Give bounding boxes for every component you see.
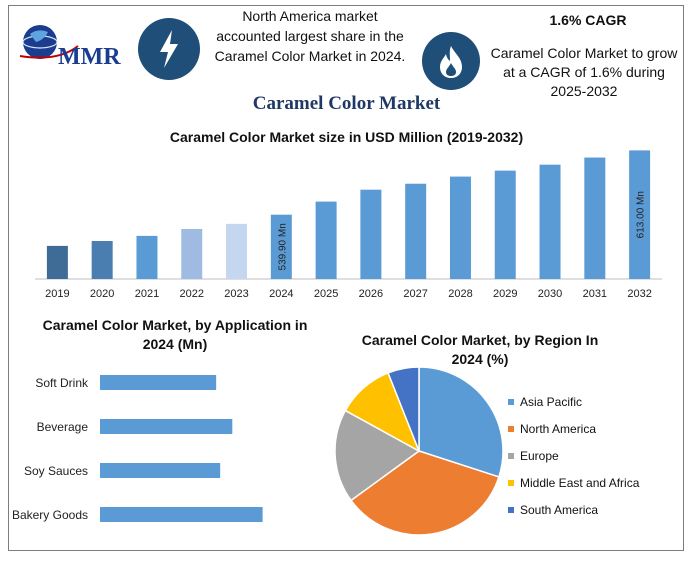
legend-item: Asia Pacific bbox=[508, 388, 639, 415]
legend-swatch bbox=[508, 425, 514, 432]
application-label: Soy Sauces bbox=[24, 464, 88, 478]
year-label-2019: 2019 bbox=[45, 288, 69, 300]
year-label-2026: 2026 bbox=[359, 288, 383, 300]
data-label-2024: 539.90 Mn bbox=[277, 223, 288, 270]
legend-item: Europe bbox=[508, 442, 639, 469]
year-label-2027: 2027 bbox=[403, 288, 427, 300]
cagr-note: Caramel Color Market to grow at a CAGR o… bbox=[490, 45, 678, 99]
application-bar bbox=[100, 463, 221, 478]
bar-2023 bbox=[226, 223, 248, 279]
bar-2029 bbox=[494, 170, 516, 279]
application-label: Bakery Goods bbox=[12, 508, 88, 522]
market-share-note: North America market accounted largest s… bbox=[214, 8, 406, 64]
year-label-2024: 2024 bbox=[269, 288, 293, 300]
application-bar bbox=[100, 419, 233, 434]
infographic-frame bbox=[8, 5, 684, 551]
data-label-2032: 613.00 Mn bbox=[636, 191, 647, 238]
year-label-2021: 2021 bbox=[135, 288, 159, 300]
logo-text: MMR bbox=[58, 44, 121, 70]
page-title: Caramel Color Market bbox=[252, 93, 441, 114]
legend-swatch bbox=[508, 452, 514, 459]
year-label-2031: 2031 bbox=[583, 288, 607, 300]
year-label-2028: 2028 bbox=[448, 288, 472, 300]
legend-label: Middle East and Africa bbox=[520, 475, 640, 490]
legend-label: North America bbox=[520, 421, 597, 436]
bar-2022 bbox=[181, 228, 203, 279]
application-bar bbox=[100, 375, 217, 390]
application-label: Beverage bbox=[37, 420, 89, 434]
flame-icon bbox=[422, 32, 480, 90]
cagr-headline: 1.6% CAGR bbox=[549, 12, 627, 28]
pie-slice-south-america bbox=[387, 366, 420, 452]
bar-2021 bbox=[136, 235, 158, 279]
year-label-2022: 2022 bbox=[180, 288, 204, 300]
application-chart-title: Caramel Color Market, by Application in … bbox=[42, 317, 308, 352]
region-legend: Asia Pacific North America Europe Middle Ea… bbox=[508, 388, 639, 523]
pie-slice-europe bbox=[334, 409, 421, 502]
application-label: Soft Drink bbox=[35, 376, 89, 390]
bar-2024 bbox=[270, 214, 292, 279]
region-chart-title: Caramel Color Market, by Region In 2024 … bbox=[361, 332, 599, 367]
application-bar bbox=[100, 507, 263, 522]
legend-label: Asia Pacific bbox=[520, 394, 583, 409]
bar-2025 bbox=[315, 201, 337, 279]
bar-2019 bbox=[46, 245, 68, 279]
bar-2020 bbox=[91, 241, 113, 279]
legend-label: South America bbox=[520, 502, 599, 517]
year-label-2025: 2025 bbox=[314, 288, 338, 300]
legend-swatch bbox=[508, 506, 514, 513]
mmr-logo: MMR bbox=[18, 18, 133, 80]
year-label-2030: 2030 bbox=[538, 288, 562, 300]
bar-2032 bbox=[629, 150, 651, 279]
year-label-2023: 2023 bbox=[224, 288, 248, 300]
legend-label: Europe bbox=[520, 448, 559, 463]
legend-swatch bbox=[508, 398, 514, 405]
year-label-2029: 2029 bbox=[493, 288, 517, 300]
pie-slice-asia-pacific bbox=[418, 366, 504, 478]
year-label-2020: 2020 bbox=[90, 288, 114, 300]
legend-swatch bbox=[508, 479, 514, 486]
bar-2028 bbox=[449, 176, 471, 279]
market-size-chart-title: Caramel Color Market size in USD Million… bbox=[169, 129, 524, 145]
bar-2031 bbox=[584, 157, 606, 279]
bar-2027 bbox=[405, 183, 427, 279]
lightning-icon bbox=[138, 18, 200, 80]
legend-item: Middle East and Africa bbox=[508, 469, 639, 496]
legend-item: North America bbox=[508, 415, 639, 442]
legend-item: South America bbox=[508, 496, 639, 523]
year-label-2032: 2032 bbox=[627, 288, 651, 300]
pie-slice-north-america bbox=[349, 450, 500, 536]
bar-2030 bbox=[539, 164, 561, 279]
bar-2026 bbox=[360, 189, 382, 279]
